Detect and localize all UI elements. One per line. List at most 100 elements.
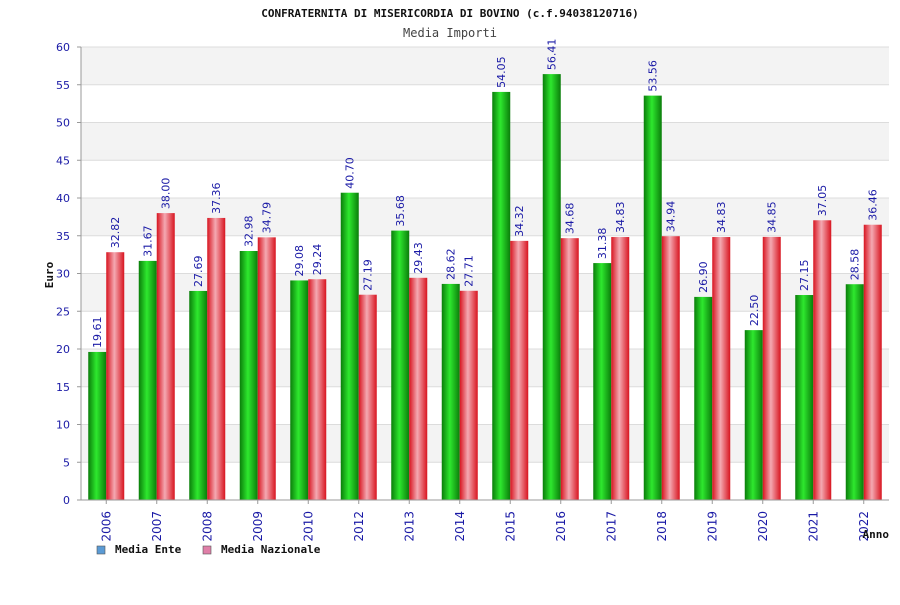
- x-tick-label: 2006: [99, 511, 113, 542]
- chart-title: CONFRATERNITA DI MISERICORDIA DI BOVINO …: [261, 7, 639, 20]
- value-label-media-nazionale: 27.71: [463, 255, 476, 287]
- value-label-media-nazionale: 29.43: [412, 242, 425, 274]
- y-tick-label: 55: [56, 79, 70, 92]
- x-tick-label: 2019: [705, 511, 719, 542]
- bar-media-nazionale: [358, 294, 377, 500]
- y-tick-label: 0: [63, 494, 70, 507]
- bar-media-ente: [138, 260, 157, 500]
- x-tick-label: 2007: [150, 511, 164, 542]
- bar-media-ente: [744, 330, 763, 500]
- value-label-media-ente: 28.58: [849, 249, 862, 281]
- y-tick-label: 20: [56, 343, 70, 356]
- bar-media-nazionale: [611, 237, 630, 500]
- value-label-media-ente: 31.67: [142, 225, 155, 257]
- bar-media-nazionale: [409, 277, 428, 500]
- y-axis-title: Euro: [43, 261, 56, 288]
- x-tick-label: 2018: [655, 511, 669, 542]
- bar-media-ente: [88, 351, 107, 500]
- y-tick-label: 50: [56, 117, 70, 130]
- legend-label-media-nazionale: Media Nazionale: [221, 543, 321, 556]
- bar-media-ente: [795, 295, 814, 500]
- value-label-media-ente: 53.56: [647, 60, 660, 92]
- x-tick-label: 2009: [251, 511, 265, 542]
- y-tick-label: 60: [56, 41, 70, 54]
- value-label-media-ente: 40.70: [344, 157, 357, 189]
- bar-media-nazionale: [106, 252, 125, 500]
- y-axis-ticks: 0 5 10 15 20 25 30 35 40 45 50 55 60: [56, 41, 81, 507]
- value-label-media-nazionale: 34.83: [715, 202, 728, 234]
- bar-media-ente: [694, 296, 713, 500]
- x-tick-label: 2010: [301, 511, 315, 542]
- value-label-media-nazionale: 34.83: [614, 202, 627, 234]
- plot-band: [81, 47, 889, 85]
- value-label-media-nazionale: 32.82: [109, 217, 122, 249]
- value-label-media-ente: 27.69: [192, 255, 205, 287]
- bar-media-ente: [189, 290, 208, 500]
- y-tick-label: 15: [56, 381, 70, 394]
- x-tick-label: 2016: [554, 511, 568, 542]
- bar-media-ente: [542, 74, 561, 501]
- value-label-media-nazionale: 37.05: [816, 185, 829, 217]
- bar-media-ente: [441, 283, 460, 500]
- bar-media-ente: [239, 251, 258, 500]
- bar-media-nazionale: [661, 236, 680, 500]
- value-label-media-ente: 35.68: [394, 195, 407, 227]
- chart-subtitle: Media Importi: [403, 26, 497, 40]
- value-label-media-nazionale: 34.68: [564, 203, 577, 235]
- bars: [88, 74, 882, 501]
- bar-media-ente: [290, 280, 309, 500]
- value-label-media-nazionale: 34.85: [766, 201, 779, 233]
- y-tick-label: 40: [56, 192, 70, 205]
- y-tick-label: 5: [63, 456, 70, 469]
- value-labels: 19.61 32.82 31.67 38.00 27.69 37.36 32.98 34.79…: [91, 39, 880, 348]
- y-tick-label: 35: [56, 230, 70, 243]
- value-label-media-ente: 56.41: [546, 39, 559, 71]
- bar-media-nazionale: [813, 220, 832, 500]
- bar-media-nazionale: [257, 237, 276, 500]
- value-label-media-ente: 28.62: [445, 248, 458, 280]
- x-tick-label: 2022: [857, 511, 871, 542]
- value-label-media-ente: 31.38: [596, 228, 609, 260]
- x-tick-label: 2021: [806, 511, 820, 542]
- legend: Media Ente Media Nazionale: [96, 543, 321, 556]
- bar-media-ente: [845, 284, 864, 500]
- bar-media-nazionale: [308, 279, 327, 500]
- x-tick-label: 2020: [756, 511, 770, 542]
- value-label-media-ente: 22.50: [748, 295, 761, 327]
- bar-media-nazionale: [712, 237, 731, 500]
- y-tick-label: 30: [56, 268, 70, 281]
- x-axis-ticks: 2006 2007 2008 2009 2010 2012 2013 2014 2015 2016…: [99, 500, 871, 542]
- bar-media-ente: [492, 91, 511, 501]
- bar-media-ente: [391, 230, 410, 500]
- legend-swatch-media-ente: [96, 545, 106, 555]
- bar-media-nazionale: [156, 213, 175, 500]
- value-label-media-nazionale: 37.36: [210, 182, 223, 214]
- value-label-media-ente: 26.90: [697, 261, 710, 293]
- x-tick-label: 2014: [453, 511, 467, 542]
- plot-band: [81, 84, 889, 123]
- value-label-media-ente: 32.98: [243, 216, 256, 248]
- value-label-media-nazionale: 36.46: [867, 189, 880, 221]
- plot-band: [81, 160, 889, 198]
- bar-media-ente: [643, 95, 662, 500]
- legend-label-media-ente: Media Ente: [115, 543, 182, 556]
- x-axis-title: Anno: [863, 528, 890, 541]
- value-label-media-nazionale: 34.94: [665, 201, 678, 233]
- y-tick-label: 25: [56, 305, 70, 318]
- bar-media-nazionale: [510, 240, 529, 500]
- value-label-media-ente: 27.15: [798, 260, 811, 292]
- bar-media-nazionale: [207, 217, 226, 500]
- bar-media-nazionale: [560, 238, 579, 500]
- value-label-media-ente: 19.61: [91, 316, 104, 348]
- legend-swatch-media-nazionale: [202, 545, 212, 555]
- value-label-media-nazionale: 29.24: [311, 244, 324, 276]
- bar-media-ente: [593, 263, 612, 500]
- bar-media-nazionale: [863, 224, 882, 501]
- value-label-media-ente: 29.08: [293, 245, 306, 277]
- value-label-media-nazionale: 27.19: [362, 259, 375, 291]
- x-tick-label: 2012: [352, 511, 366, 542]
- x-tick-label: 2008: [200, 511, 214, 542]
- value-label-media-nazionale: 38.00: [160, 178, 173, 210]
